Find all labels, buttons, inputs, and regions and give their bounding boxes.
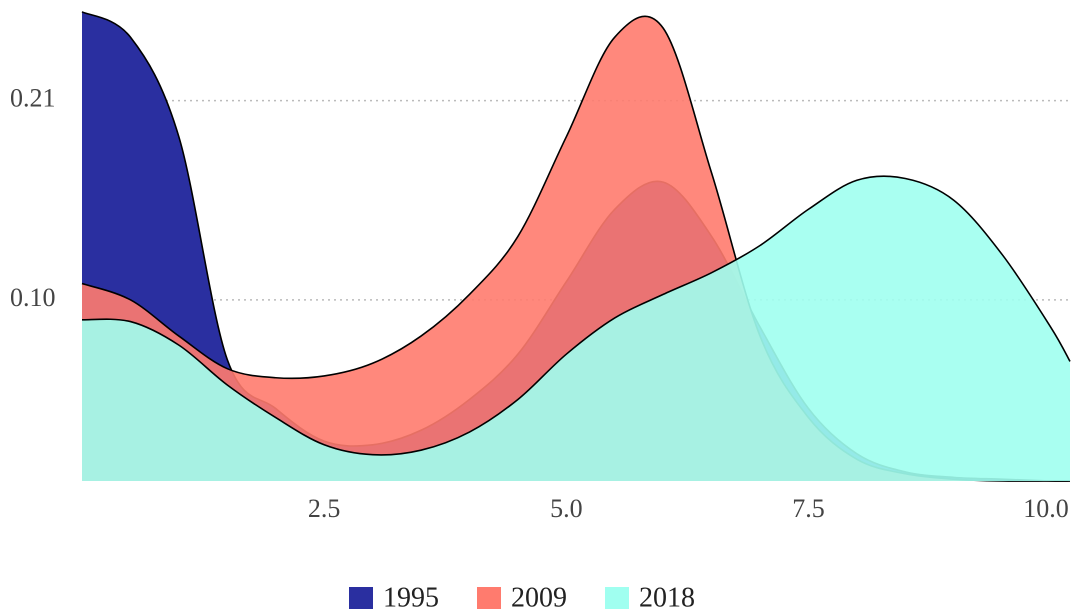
area xyxy=(82,16,1070,482)
x-tick-label: 5.0 xyxy=(550,494,583,523)
x-tick-label: 2.5 xyxy=(308,494,341,523)
x-tick-label: 7.5 xyxy=(792,494,825,523)
area-outline xyxy=(81,175,1071,456)
y-tick-label: 0.10 xyxy=(10,283,56,312)
legend-swatch xyxy=(349,587,373,609)
legend-label: 2009 xyxy=(511,582,567,613)
area xyxy=(82,176,1070,481)
x-tick-label: 10.0 xyxy=(1023,494,1069,523)
legend-label: 2018 xyxy=(639,582,695,613)
legend-swatch xyxy=(605,587,629,609)
legend-label: 1995 xyxy=(383,582,439,613)
legend-swatch xyxy=(477,587,501,609)
y-tick-label: 0.21 xyxy=(10,84,56,113)
